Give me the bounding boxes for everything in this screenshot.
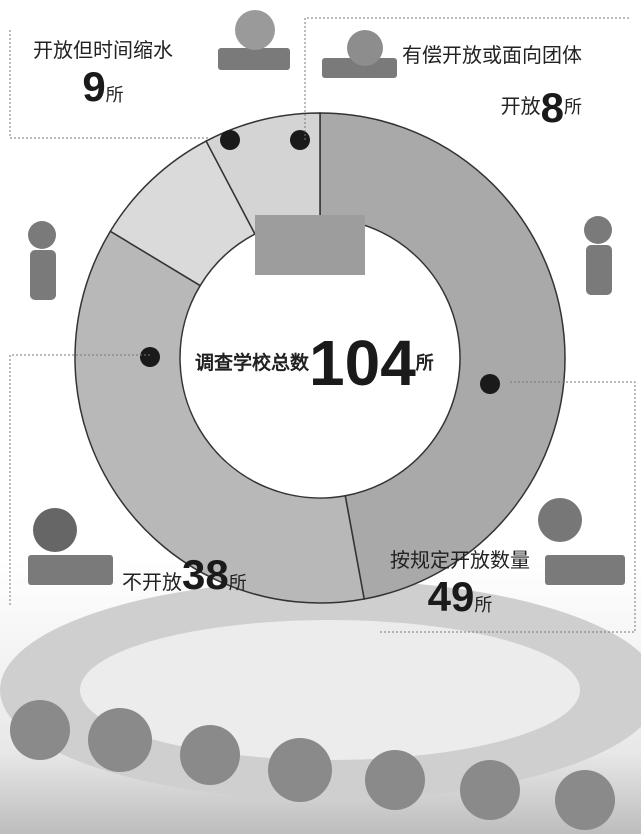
total-unit: 所	[415, 352, 434, 374]
total-number: 104	[309, 327, 416, 399]
unit: 所	[564, 97, 582, 119]
value-label: 38	[182, 551, 229, 598]
category: 开放但时间缩水	[33, 38, 173, 62]
value-label: 8	[540, 84, 564, 131]
category: 不开放	[122, 570, 182, 594]
unit: 所	[228, 573, 247, 594]
donut	[74, 112, 566, 604]
unit: 所	[105, 85, 124, 106]
field	[80, 620, 580, 760]
leaders	[9, 17, 636, 633]
leader-dot	[480, 374, 500, 394]
value-label: 9	[82, 63, 106, 110]
label-1: 不开放38所	[122, 550, 247, 600]
leader-dot	[140, 347, 160, 367]
icons	[28, 10, 625, 585]
trees	[10, 700, 615, 830]
value-label: 49	[427, 573, 475, 620]
donut-segment	[74, 230, 366, 604]
label-0: 按规定开放数量 49所	[375, 548, 545, 622]
center-label: 调查学校总数104所	[195, 325, 434, 402]
leader-dot	[220, 130, 240, 150]
label-3: 有偿开放或面向团体开放8所	[400, 38, 582, 143]
donut-segment	[319, 112, 566, 600]
unit: 所	[474, 595, 493, 616]
center-text: 调查学校总数	[195, 351, 310, 374]
leader-dot	[290, 130, 310, 150]
category: 有偿开放或面向团体开放	[402, 43, 582, 119]
label-2: 开放但时间缩水 9所	[28, 38, 178, 112]
category: 按规定开放数量	[390, 548, 530, 572]
